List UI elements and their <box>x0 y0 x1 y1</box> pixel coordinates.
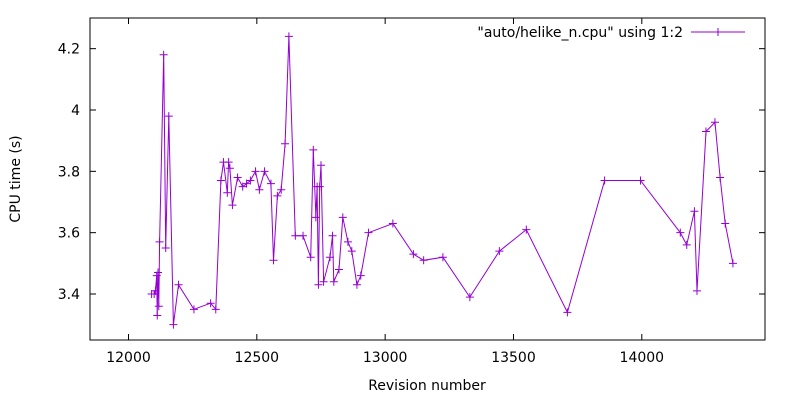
data-point <box>319 277 328 286</box>
data-point <box>701 127 710 136</box>
data-point <box>364 228 373 237</box>
data-point <box>465 293 474 302</box>
x-tick-label: 13500 <box>491 350 536 366</box>
data-point <box>721 219 730 228</box>
data-point <box>600 176 609 185</box>
data-point <box>716 173 725 182</box>
legend-marker <box>714 28 722 36</box>
data-point <box>728 259 737 268</box>
data-point <box>495 247 504 256</box>
y-tick-label: 3.4 <box>58 287 80 303</box>
x-axis-title: Revision number <box>368 378 486 394</box>
data-point <box>306 253 315 262</box>
data-point <box>260 167 269 176</box>
data-point <box>224 158 233 167</box>
data-point <box>216 176 225 185</box>
data-point <box>438 253 447 262</box>
data-point <box>189 305 198 314</box>
series-layer <box>147 32 737 329</box>
data-point <box>291 231 300 240</box>
y-tick-label: 3.8 <box>58 164 80 180</box>
data-point <box>228 201 237 210</box>
y-tick-label: 4 <box>71 103 80 119</box>
data-point <box>682 240 691 249</box>
x-tick-label: 12500 <box>235 350 280 366</box>
data-point <box>419 256 428 265</box>
data-point <box>710 118 719 127</box>
data-point <box>154 302 163 311</box>
data-point <box>284 32 293 41</box>
ticks-layer: 12000 12500 13000 13500 14000 3.4 3.6 3.8 4 4.2 <box>58 18 765 366</box>
data-point <box>334 265 343 274</box>
data-point <box>314 280 323 289</box>
data-point <box>329 277 338 286</box>
x-tick-label: 13000 <box>363 350 408 366</box>
data-point <box>676 228 685 237</box>
data-point <box>690 207 699 216</box>
legend-label: "auto/helike_n.cpu" using 1:2 <box>477 25 683 41</box>
data-point <box>388 219 397 228</box>
data-point <box>246 176 255 185</box>
data-point <box>325 253 334 262</box>
data-point <box>174 280 183 289</box>
data-point <box>563 308 572 317</box>
data-point <box>281 139 290 148</box>
data-point <box>338 213 347 222</box>
data-point <box>522 225 531 234</box>
data-point <box>225 164 234 173</box>
data-point <box>153 311 162 320</box>
data-point <box>352 280 361 289</box>
y-tick-label: 4.2 <box>58 42 80 58</box>
data-point <box>343 237 352 246</box>
data-point <box>309 145 318 154</box>
data-point <box>155 237 164 246</box>
data-point <box>164 112 173 121</box>
data-point <box>154 268 163 277</box>
legend: "auto/helike_n.cpu" using 1:2 <box>477 25 745 41</box>
data-point <box>211 305 220 314</box>
data-point <box>206 299 215 308</box>
data-point <box>223 188 232 197</box>
data-point <box>266 179 275 188</box>
data-point <box>233 173 242 182</box>
data-point <box>636 176 645 185</box>
data-point <box>169 320 178 329</box>
data-point <box>311 213 320 222</box>
data-point <box>151 286 160 295</box>
data-point <box>299 231 308 240</box>
plot-frame <box>89 17 766 341</box>
data-point <box>409 250 418 259</box>
data-point <box>692 286 701 295</box>
data-point <box>269 256 278 265</box>
legend-marker-plus <box>714 28 722 36</box>
data-point <box>328 231 337 240</box>
x-tick-label: 14000 <box>620 350 665 366</box>
data-point <box>277 185 286 194</box>
data-point <box>255 185 264 194</box>
y-axis-title: CPU time (s) <box>8 135 24 222</box>
data-point <box>316 161 325 170</box>
data-point <box>161 244 170 252</box>
x-tick-label: 12000 <box>106 350 151 366</box>
y-tick-label: 3.6 <box>58 226 80 242</box>
series-line <box>151 36 734 325</box>
data-point <box>159 50 168 59</box>
data-point <box>273 191 282 200</box>
data-point <box>347 247 356 256</box>
data-point <box>315 182 324 191</box>
data-point <box>251 167 260 176</box>
data-point <box>356 271 365 280</box>
